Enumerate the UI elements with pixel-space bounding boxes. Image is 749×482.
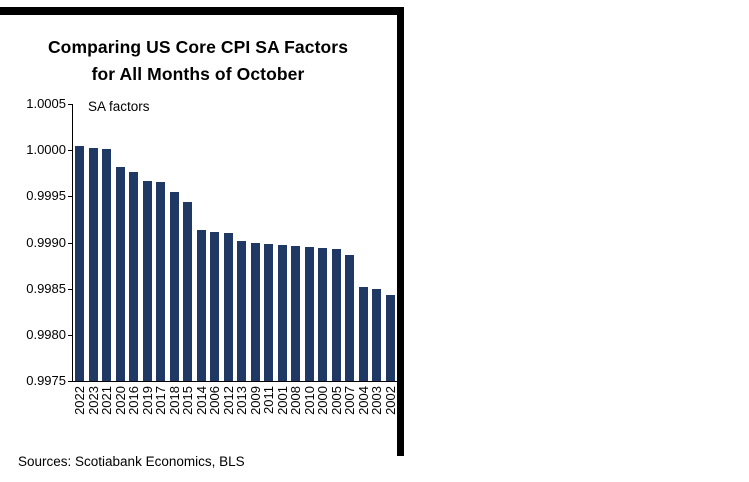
- bar-2004: [358, 286, 368, 381]
- bar-2002: [385, 295, 395, 381]
- x-axis-label: 2010: [301, 386, 317, 415]
- bar-2016: [129, 172, 139, 381]
- x-axis-label: 2018: [166, 386, 182, 415]
- chart-title-line-1: Comparing US Core CPI SA Factors: [47, 37, 349, 57]
- x-axis-label: 2015: [180, 386, 196, 415]
- bar-2017: [156, 182, 166, 381]
- y-axis-tick-label: 0.9985: [26, 280, 66, 296]
- y-axis-tick-mark: [68, 150, 72, 152]
- y-axis-tick-mark: [68, 242, 72, 244]
- bar-2008: [291, 246, 301, 381]
- x-axis-label: 2013: [234, 386, 250, 415]
- y-axis-tick-mark: [68, 104, 72, 105]
- bar-2012: [223, 233, 233, 381]
- bar-2001: [277, 245, 287, 381]
- y-axis-line: [72, 104, 73, 382]
- bar-2011: [264, 244, 274, 381]
- bar-2009: [250, 242, 260, 381]
- y-axis-tick-label: 1.0005: [26, 96, 66, 111]
- panel-top-border: [0, 7, 404, 15]
- bar-2019: [142, 180, 152, 381]
- x-axis-label: 2008: [288, 386, 304, 415]
- bar-2021: [102, 149, 112, 381]
- bar-2022: [75, 146, 85, 381]
- y-axis-tick-label: 0.9995: [26, 188, 66, 204]
- bar-2020: [115, 166, 125, 381]
- bar-2006: [210, 232, 220, 381]
- y-axis-unit-label: SA factors: [88, 99, 150, 114]
- x-axis-label: 2005: [328, 386, 344, 415]
- x-axis-label: 2021: [99, 386, 115, 415]
- bar-2018: [169, 191, 179, 381]
- panel-right-border: [397, 7, 404, 456]
- bar-2007: [345, 254, 355, 381]
- x-axis-label: 2004: [355, 386, 371, 415]
- x-axis-label: 2007: [342, 386, 358, 415]
- bar-2013: [237, 240, 247, 381]
- bar-2015: [183, 201, 193, 381]
- y-axis-tick-label: 0.9990: [26, 234, 66, 250]
- bar-2010: [304, 247, 314, 381]
- y-axis-tick-label: 1.0000: [26, 142, 66, 158]
- bar-2000: [318, 248, 328, 381]
- x-axis-label: 2016: [126, 386, 142, 415]
- x-axis-label: 2003: [369, 386, 385, 415]
- bar-2014: [196, 230, 206, 381]
- chart-title: Comparing US Core CPI SA Factors for All…: [8, 34, 388, 88]
- bar-2023: [88, 148, 98, 381]
- x-axis-label: 2019: [139, 386, 155, 415]
- x-axis-label: 2022: [72, 386, 88, 415]
- x-axis-label: 2006: [207, 386, 223, 415]
- y-axis-tick-label: 0.9975: [26, 373, 66, 388]
- x-axis-label: 2000: [315, 386, 331, 415]
- y-axis-tick-mark: [68, 381, 72, 382]
- y-axis-tick-mark: [68, 288, 72, 290]
- sources-note: Sources: Scotiabank Economics, BLS: [18, 454, 245, 469]
- y-axis-tick-mark: [68, 334, 72, 336]
- x-axis-label: 2012: [220, 386, 236, 415]
- x-axis-label: 2009: [247, 386, 263, 415]
- y-axis-tick-mark: [68, 196, 72, 198]
- chart-title-line-2: for All Months of October: [91, 64, 305, 84]
- bar-2003: [372, 288, 382, 381]
- x-axis-label: 2011: [261, 386, 277, 414]
- bar-2005: [331, 248, 341, 381]
- x-axis-label: 2020: [112, 386, 128, 415]
- x-axis-label: 2017: [153, 386, 169, 415]
- x-axis-label: 2014: [193, 386, 209, 415]
- x-axis-line: [72, 381, 398, 382]
- y-axis-tick-label: 0.9980: [26, 326, 66, 342]
- x-axis-label: 2001: [274, 386, 290, 415]
- x-axis-label: 2002: [382, 386, 398, 415]
- x-axis-label: 2023: [85, 386, 101, 415]
